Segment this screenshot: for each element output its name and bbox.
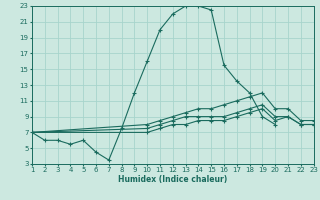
X-axis label: Humidex (Indice chaleur): Humidex (Indice chaleur) <box>118 175 228 184</box>
